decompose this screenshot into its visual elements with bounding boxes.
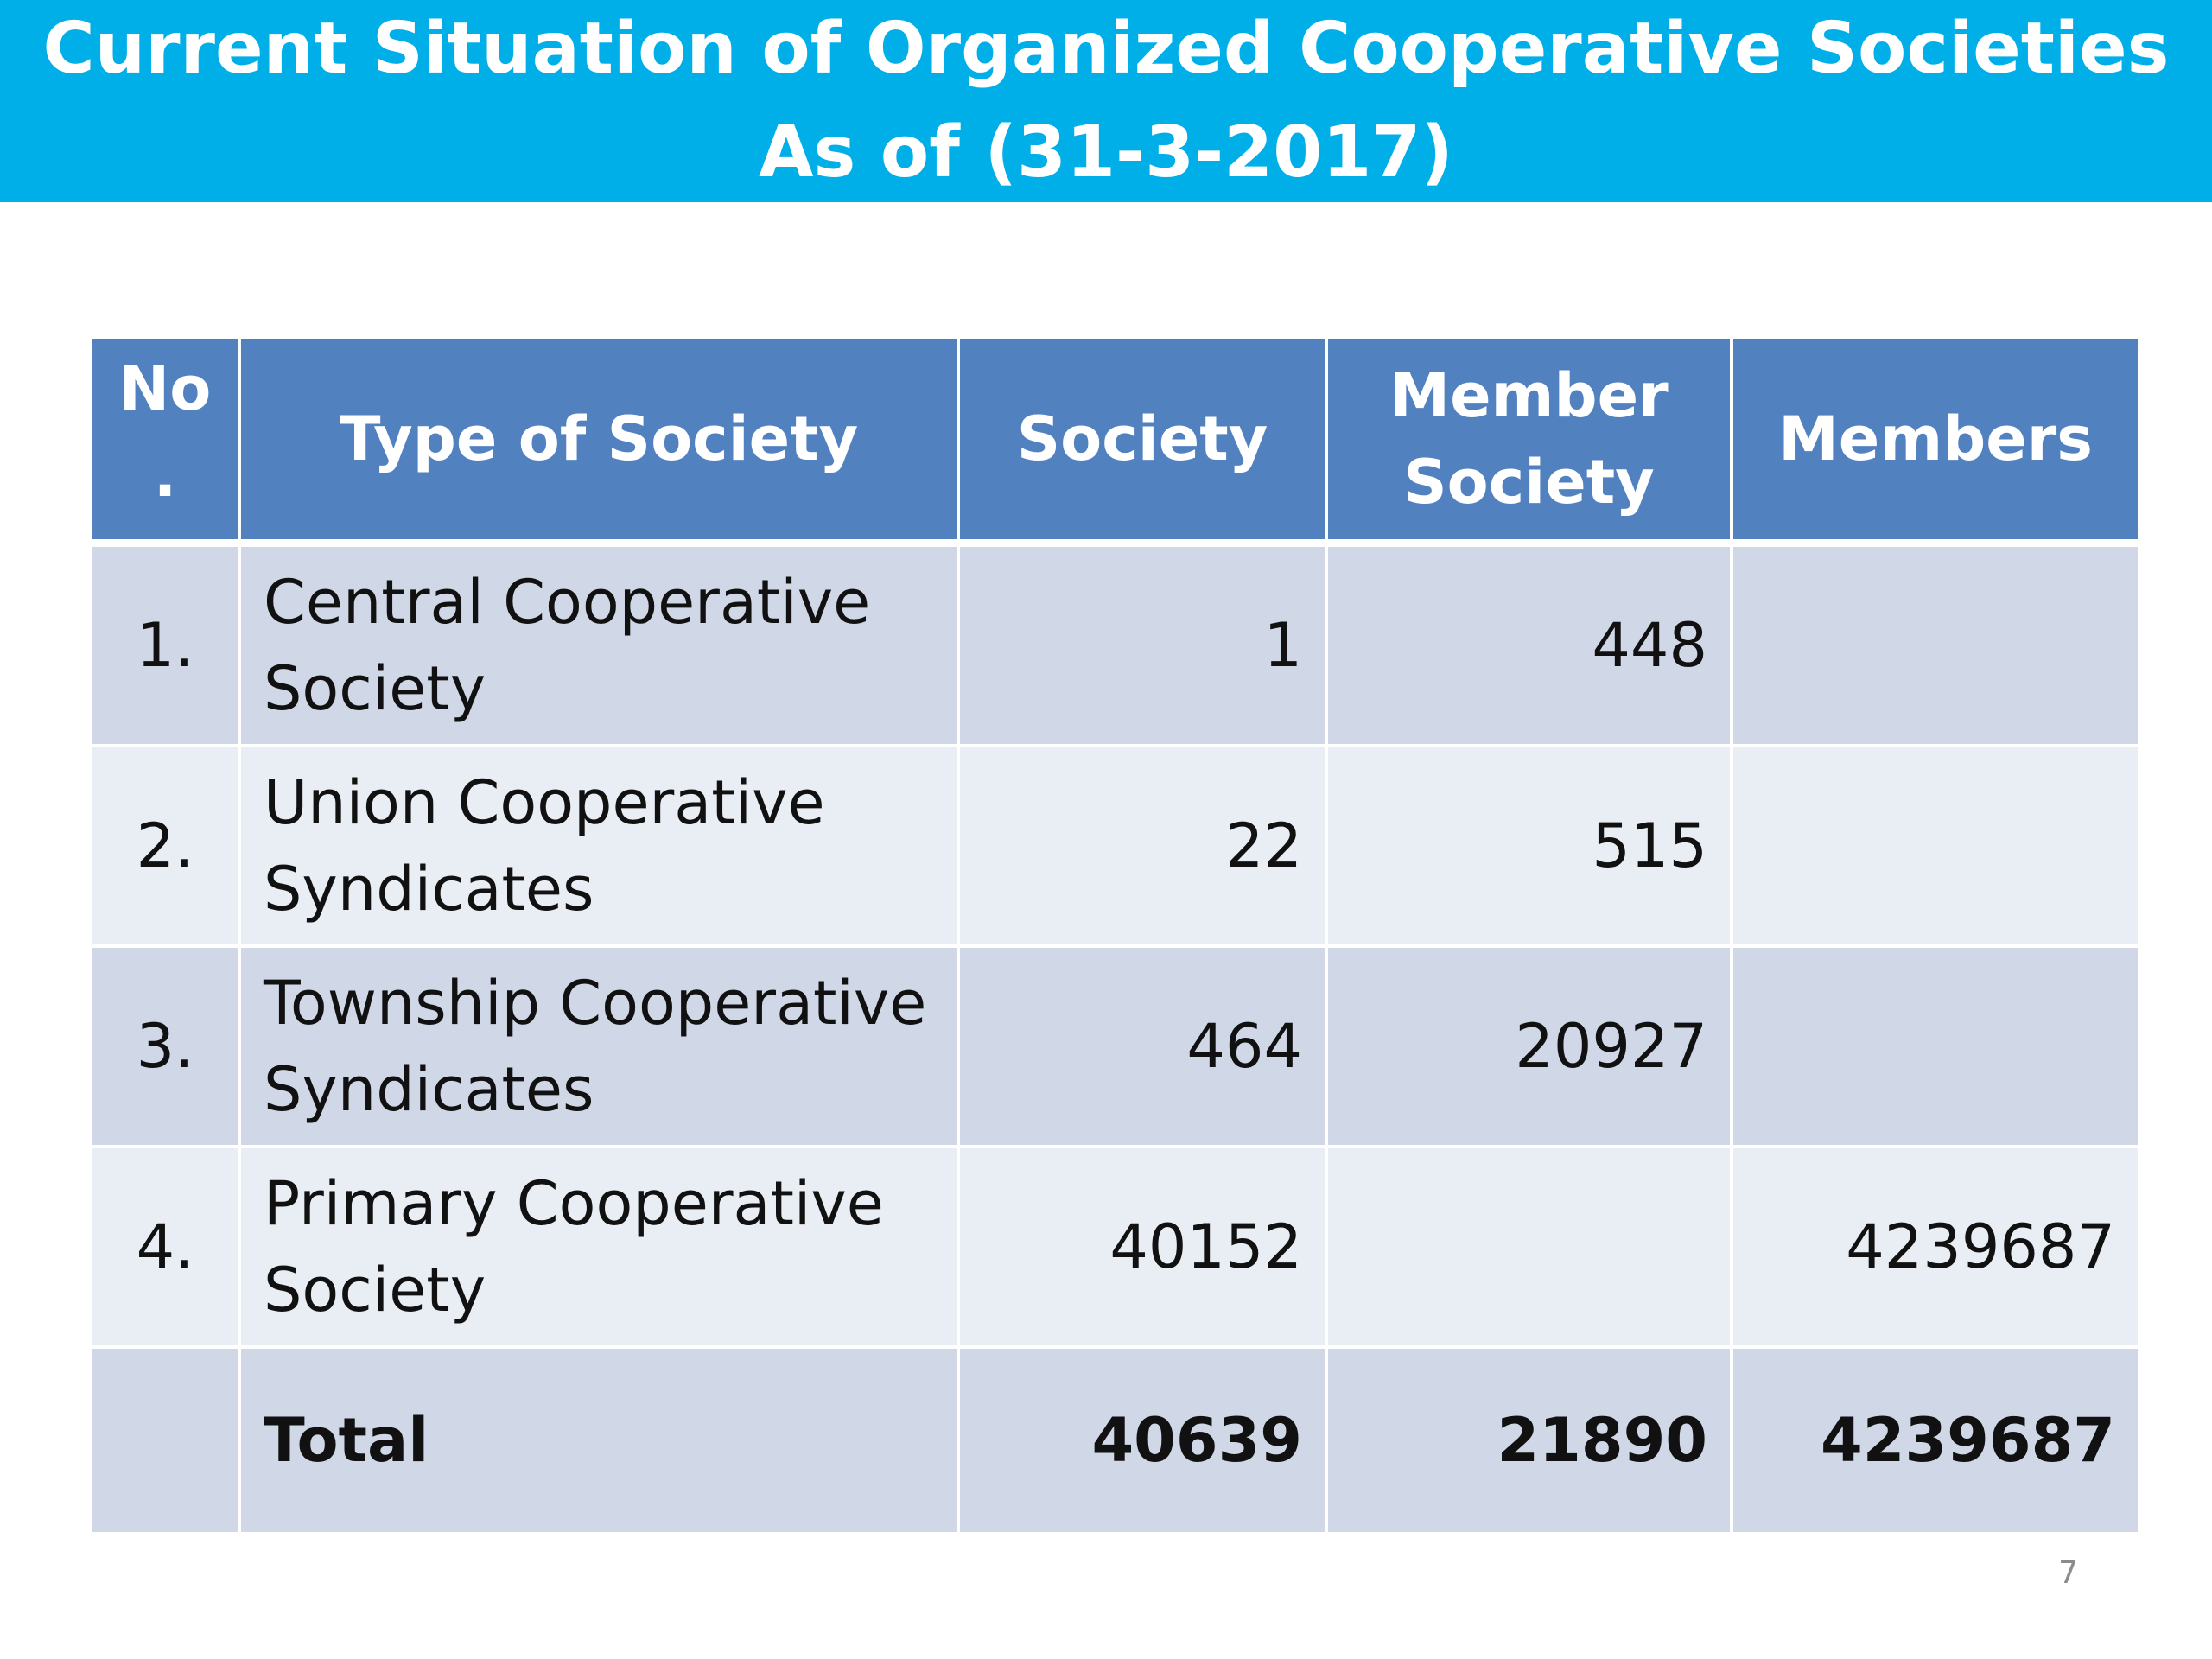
header-society: Society: [958, 339, 1328, 547]
row-type-line-2: Society: [264, 1255, 486, 1325]
row-type-line-1: Central Cooperative: [264, 567, 871, 638]
row-type-line-2: Syndicates: [264, 1054, 594, 1125]
row-member-society: [1326, 1147, 1733, 1349]
row-member-society: 20927: [1326, 946, 1733, 1148]
row-type: Central Cooperative Society: [239, 543, 960, 747]
header-no: No .: [92, 339, 241, 547]
row-number: 3.: [92, 946, 241, 1148]
row-type: Township Cooperative Syndicates: [239, 946, 960, 1148]
row-member-society: 448: [1326, 543, 1733, 747]
row-number: 4.: [92, 1147, 241, 1349]
total-label: Total: [239, 1347, 960, 1535]
total-number-cell: [92, 1347, 241, 1535]
header-no-dot: .: [153, 440, 177, 511]
row-members: [1732, 946, 2138, 1148]
total-society: 40639: [958, 1347, 1328, 1535]
row-type-line-2: Syndicates: [264, 854, 594, 925]
table-row: 2. Union Cooperative Syndicates 22 515: [92, 746, 2138, 948]
header-member-society-line-2: Society: [1403, 447, 1655, 518]
row-member-society: 515: [1326, 746, 1733, 948]
table-total-row: Total 40639 21890 4239687: [92, 1347, 2138, 1535]
header-type-of-society: Type of Society: [239, 339, 960, 547]
title-banner: Current Situation of Organized Cooperati…: [0, 0, 2212, 202]
table-header-row: No . Type of Society Society Member Soci…: [92, 339, 2138, 547]
row-type-line-2: Society: [264, 653, 486, 724]
table-row: 1. Central Cooperative Society 1 448: [92, 543, 2138, 747]
cooperative-table-container: No . Type of Society Society Member Soci…: [92, 339, 2138, 1535]
total-member-society: 21890: [1326, 1347, 1733, 1535]
table-row: 3. Township Cooperative Syndicates 464 2…: [92, 946, 2138, 1148]
row-type-line-1: Township Cooperative: [264, 968, 927, 1039]
header-members: Members: [1732, 339, 2138, 547]
row-type: Primary Cooperative Society: [239, 1147, 960, 1349]
row-number: 2.: [92, 746, 241, 948]
row-members: [1732, 543, 2138, 747]
row-type: Union Cooperative Syndicates: [239, 746, 960, 948]
row-members: 4239687: [1732, 1147, 2138, 1349]
header-member-society-line-1: Member: [1389, 360, 1669, 431]
row-society: 464: [958, 946, 1328, 1148]
page-number: 7: [2058, 1555, 2078, 1591]
row-society: 22: [958, 746, 1328, 948]
slide-title-line-1: Current Situation of Organized Cooperati…: [42, 8, 2170, 90]
slide-title-line-2: As of (31-3-2017): [759, 111, 1453, 194]
table-row: 4. Primary Cooperative Society 40152 423…: [92, 1147, 2138, 1349]
total-members: 4239687: [1732, 1347, 2138, 1535]
row-type-line-1: Union Cooperative: [264, 767, 825, 838]
header-member-society: Member Society: [1326, 339, 1733, 547]
row-type-line-1: Primary Cooperative: [264, 1168, 884, 1239]
row-members: [1732, 746, 2138, 948]
header-no-label: No: [118, 353, 212, 424]
cooperative-societies-table: No . Type of Society Society Member Soci…: [92, 339, 2138, 1535]
row-society: 1: [958, 543, 1328, 747]
row-number: 1.: [92, 543, 241, 747]
row-society: 40152: [958, 1147, 1328, 1349]
